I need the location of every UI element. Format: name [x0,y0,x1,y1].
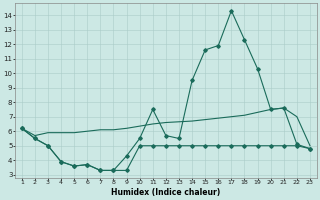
X-axis label: Humidex (Indice chaleur): Humidex (Indice chaleur) [111,188,220,197]
